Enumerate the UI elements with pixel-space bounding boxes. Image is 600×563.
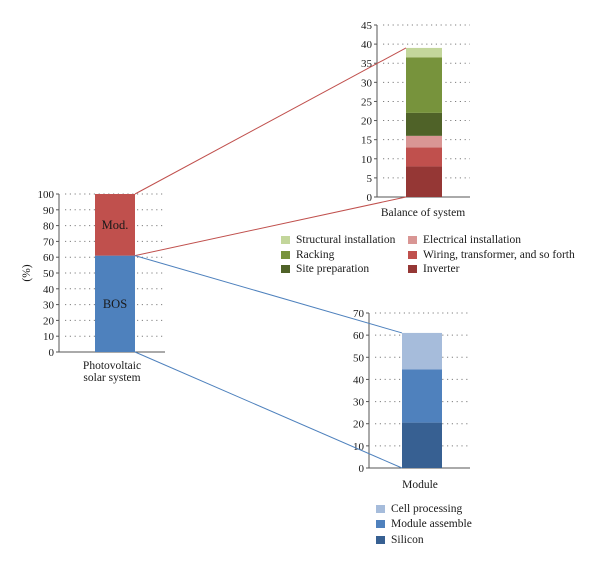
pv-tick-label-60: 60 — [43, 252, 55, 264]
pv-tick-label-40: 40 — [43, 284, 55, 296]
module-tick-label-30: 30 — [353, 397, 365, 409]
bos-tick-label-25: 25 — [361, 96, 373, 108]
bos-bar-wiring-transformer-and-so-forth — [406, 147, 442, 167]
pv-bar-mod — [95, 194, 135, 256]
pv-category-label-line-2: solar system — [83, 372, 140, 384]
module-tick-label-40: 40 — [353, 374, 365, 386]
module-legend-swatch-silicon — [376, 536, 385, 544]
pv-tick-label-0: 0 — [49, 347, 55, 359]
bos-bar-structural-installation — [406, 47, 442, 58]
module-legend-label-cell-processing: Cell processing — [391, 503, 462, 515]
pv-y-axis-label: (%) — [21, 264, 33, 281]
bos-tick-label-0: 0 — [367, 192, 373, 204]
bos-legend-label-wiring-transformer-and-so-forth: Wiring, transformer, and so forth — [423, 249, 575, 261]
connector-bos-bottom — [134, 351, 403, 469]
pv-tick-label-80: 80 — [43, 221, 55, 233]
pv-tick-label-50: 50 — [43, 268, 55, 280]
bos-legend-swatch-wiring-transformer-and-so-forth — [408, 251, 417, 259]
bos-bar-site-preparation — [406, 112, 442, 136]
connector-mod-top — [134, 47, 407, 195]
pv-tick-label-70: 70 — [43, 236, 55, 248]
bos-legend-swatch-inverter — [408, 265, 417, 273]
pv-tick-label-20: 20 — [43, 315, 55, 327]
bos-legend-label-site-preparation: Site preparation — [296, 263, 369, 275]
bos-tick-label-5: 5 — [367, 173, 373, 185]
bos-tick-label-20: 20 — [361, 116, 373, 128]
module-legend-label-module-assemble: Module assemble — [391, 518, 472, 530]
module-bar-silicon — [402, 422, 442, 468]
pv-tick-label-30: 30 — [43, 300, 55, 312]
bos-x-axis-label: Balance of system — [381, 207, 465, 219]
module-tick-label-70: 70 — [353, 308, 365, 320]
module-tick-label-10: 10 — [353, 441, 365, 453]
module-bar-cell-processing — [402, 332, 442, 370]
pv-tick-label-100: 100 — [38, 189, 55, 201]
bos-tick-label-45: 45 — [361, 20, 373, 32]
bos-legend-label-racking: Racking — [296, 249, 335, 261]
module-bar-module-assemble — [402, 369, 442, 423]
module-legend-swatch-cell-processing — [376, 505, 385, 513]
bos-tick-label-15: 15 — [361, 135, 373, 147]
module-legend-label-silicon: Silicon — [391, 534, 424, 546]
bos-legend-label-electrical-installation: Electrical installation — [423, 234, 521, 246]
pv-bar-label-bos: BOS — [103, 297, 127, 311]
bos-tick-label-40: 40 — [361, 39, 373, 51]
bos-legend-swatch-racking — [281, 251, 290, 259]
bos-tick-label-30: 30 — [361, 77, 373, 89]
bos-bar-racking — [406, 57, 442, 113]
pv-tick-label-10: 10 — [43, 331, 55, 343]
module-x-axis-label: Module — [402, 479, 438, 491]
bos-tick-label-35: 35 — [361, 58, 373, 70]
pv-category-label-line-1: Photovoltaic — [83, 360, 141, 372]
bos-legend-label-structural-installation: Structural installation — [296, 234, 396, 246]
pv-tick-label-90: 90 — [43, 205, 55, 217]
module-tick-label-50: 50 — [353, 352, 365, 364]
connector-bos-top — [134, 255, 403, 334]
bos-legend-swatch-electrical-installation — [408, 236, 417, 244]
module-tick-label-60: 60 — [353, 330, 365, 342]
bos-legend-swatch-structural-installation — [281, 236, 290, 244]
bos-legend-label-inverter: Inverter — [423, 263, 460, 275]
module-legend-swatch-module-assemble — [376, 520, 385, 528]
module-tick-label-20: 20 — [353, 419, 365, 431]
bos-legend-swatch-site-preparation — [281, 265, 290, 273]
module-tick-label-0: 0 — [359, 463, 365, 475]
connector-mod-bottom — [134, 196, 407, 257]
pv-bar-label-mod: Mod. — [102, 218, 129, 232]
bos-tick-label-10: 10 — [361, 154, 373, 166]
bos-bar-inverter — [406, 166, 442, 197]
pv-bar-bos — [95, 255, 135, 352]
bos-bar-electrical-installation — [406, 135, 442, 148]
